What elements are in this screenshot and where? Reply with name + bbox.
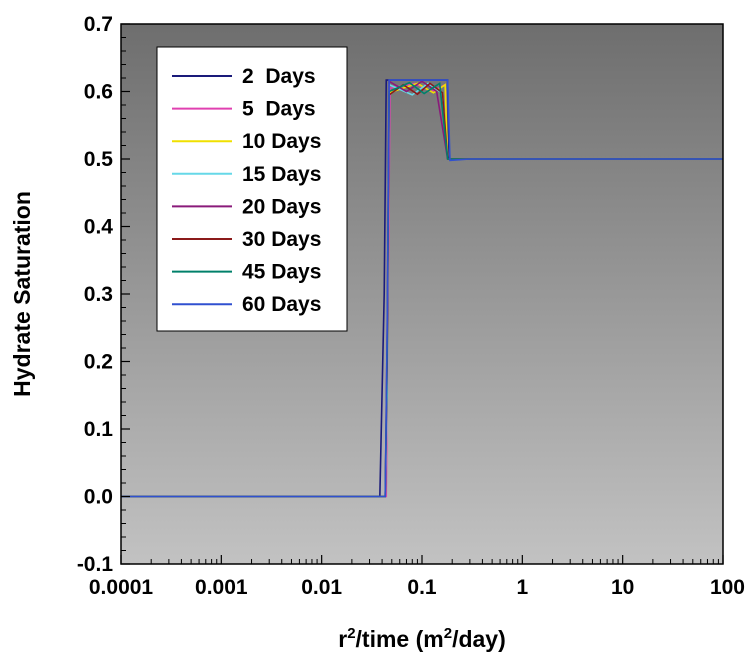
x-tick-label: 0.1 [407,576,437,599]
y-tick-label: 0.3 [84,283,113,306]
legend-label-1: 2 Days [242,65,316,88]
x-axis-label-sup1: 2 [347,625,355,642]
x-tick-label: 0.001 [195,576,248,599]
x-tick-label: 0.01 [301,576,342,599]
series-layer [121,79,723,498]
y-axis-label: Hydrate Saturation [9,191,35,397]
x-axis-label-mid: /time (m [356,626,444,652]
y-tick-label: 0.0 [84,486,113,509]
x-axis-label-sup2: 2 [444,625,452,642]
y-tick-label: 0.6 [84,81,113,104]
legend-label-8: 60 Days [242,293,321,316]
x-axis-label: r2/time (m2/day) [338,625,506,652]
plot-frame [120,23,724,565]
x-tick-label: 100 [710,576,745,599]
legend-box [156,46,348,332]
legend-label-5: 20 Days [242,195,321,218]
x-tick-labels: 0.0001 0.001 0.01 0.1 1 10 100 [89,576,745,599]
y-tick-labels: -0.1 0.0 0.1 0.2 0.3 0.4 0.5 0.6 0.7 [77,13,114,576]
y-tick-label: 0.1 [84,418,114,441]
y-tick-label: 0.5 [84,148,114,171]
y-tick-label: 0.7 [84,13,113,36]
y-tick-label: 0.4 [84,216,114,239]
legend-label-2: 5 Days [242,98,316,121]
legend: 2 Days 5 Days 10 Days 15 Days 20 Days 30 Days… [156,46,348,332]
y-tick-label: -0.1 [77,553,114,576]
x-axis-label-base: r [338,626,347,652]
x-tick-label: 0.0001 [89,576,154,599]
legend-label-4: 15 Days [242,163,321,186]
series-line-8 [121,79,723,498]
x-axis-label-end: /day) [452,626,506,652]
legend-label-3: 10 Days [242,130,321,153]
legend-label-6: 30 Days [242,228,321,251]
x-tick-label: 1 [516,576,528,599]
legend-label-7: 45 Days [242,261,321,284]
y-tick-label: 0.2 [84,351,113,374]
x-tick-label: 10 [611,576,634,599]
